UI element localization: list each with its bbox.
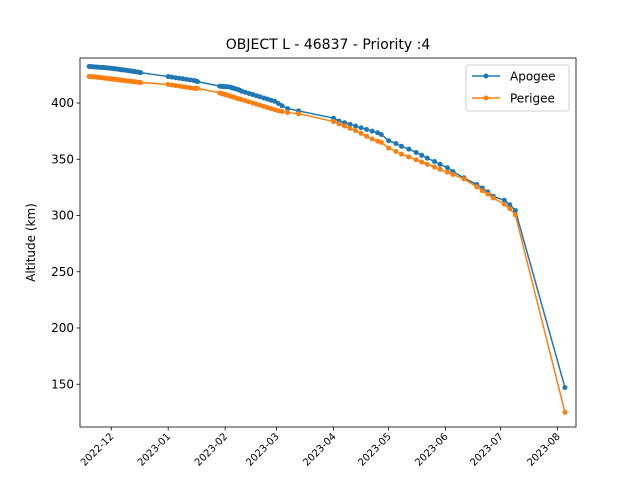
series-perigee <box>86 74 568 415</box>
data-point-perigee <box>331 119 337 125</box>
data-point-apogee <box>501 197 507 203</box>
data-point-apogee <box>413 150 419 155</box>
data-point-apogee <box>369 128 375 134</box>
chart-title: OBJECT L - 46837 - Priority :4 <box>226 37 431 53</box>
data-point-apogee <box>195 79 201 85</box>
data-point-perigee <box>474 184 480 190</box>
data-point-apogee <box>279 103 285 109</box>
data-point-perigee <box>347 125 353 131</box>
data-point-perigee <box>562 409 568 415</box>
data-point-apogee <box>275 101 281 107</box>
data-point-perigee <box>444 169 450 175</box>
data-point-perigee <box>285 110 291 116</box>
data-point-perigee <box>353 128 359 134</box>
data-point-perigee <box>173 83 179 89</box>
plot-frame <box>79 57 577 428</box>
y-tick-label: 150 <box>51 377 74 391</box>
data-point-perigee <box>450 171 456 177</box>
data-point-perigee <box>180 84 186 90</box>
data-point-perigee <box>512 212 518 218</box>
data-point-perigee <box>378 139 384 145</box>
data-point-perigee <box>424 161 430 167</box>
data-point-apogee <box>512 207 518 213</box>
data-point-apogee <box>138 70 144 76</box>
data-point-perigee <box>275 108 281 114</box>
legend-marker-perigee <box>483 95 489 101</box>
data-point-perigee <box>296 111 302 117</box>
data-point-perigee <box>336 121 342 127</box>
data-point-perigee <box>432 164 438 170</box>
y-tick-label: 200 <box>51 321 74 335</box>
data-point-apogee <box>184 76 190 82</box>
data-point-apogee <box>347 121 353 127</box>
data-point-apogee <box>173 75 179 81</box>
legend-label-apogee: Apogee <box>510 70 556 84</box>
data-point-apogee <box>562 385 568 391</box>
data-point-perigee <box>364 133 370 139</box>
data-point-apogee <box>386 138 392 144</box>
series-layer <box>86 63 568 415</box>
data-point-apogee <box>176 75 182 81</box>
data-point-apogee <box>169 74 175 80</box>
legend-marker-apogee <box>483 73 489 79</box>
data-point-perigee <box>195 85 201 91</box>
data-point-perigee <box>437 166 443 172</box>
data-point-apogee <box>444 165 450 171</box>
data-point-perigee <box>419 159 425 165</box>
data-point-apogee <box>165 74 171 80</box>
y-axis-label: Altitude (km) <box>24 203 38 282</box>
data-point-apogee <box>424 155 430 161</box>
data-point-perigee <box>358 130 364 136</box>
data-point-perigee <box>279 108 285 114</box>
data-point-perigee <box>176 83 182 89</box>
data-point-apogee <box>180 76 186 82</box>
data-point-perigee <box>393 148 399 154</box>
y-tick-label: 350 <box>51 152 74 166</box>
legend: Apogee Perigee <box>465 64 570 112</box>
data-point-apogee <box>272 98 278 104</box>
data-point-perigee <box>187 85 193 91</box>
data-point-apogee <box>432 159 438 164</box>
data-point-apogee <box>378 132 384 137</box>
data-point-perigee <box>501 201 507 207</box>
plot-area <box>79 57 577 428</box>
data-point-apogee <box>364 126 370 132</box>
legend-label-perigee: Perigee <box>510 92 555 106</box>
y-tick-label: 250 <box>51 265 74 279</box>
data-point-perigee <box>138 80 144 86</box>
data-point-perigee <box>406 154 412 160</box>
data-point-perigee <box>342 123 348 129</box>
data-point-apogee <box>187 77 193 83</box>
data-point-perigee <box>490 195 496 201</box>
data-point-apogee <box>419 152 425 158</box>
data-point-apogee <box>285 106 291 112</box>
data-point-apogee <box>393 141 399 146</box>
data-point-apogee <box>406 146 412 152</box>
data-point-apogee <box>353 123 359 129</box>
data-point-perigee <box>479 188 485 194</box>
data-point-perigee <box>461 176 467 182</box>
data-point-apogee <box>437 161 443 167</box>
data-point-perigee <box>398 151 404 157</box>
data-point-apogee <box>507 202 513 208</box>
data-point-perigee <box>369 136 375 142</box>
y-tick-label: 400 <box>51 96 74 110</box>
y-axis: 150 200 250 300 350 400 <box>51 96 80 391</box>
data-point-perigee <box>184 84 190 90</box>
data-point-perigee <box>386 145 392 151</box>
y-tick-label: 300 <box>51 209 74 223</box>
data-point-perigee <box>413 157 419 163</box>
data-point-perigee <box>165 81 171 87</box>
data-point-perigee <box>507 206 513 212</box>
data-point-apogee <box>398 143 404 149</box>
data-point-perigee <box>169 82 175 88</box>
data-point-apogee <box>358 125 364 131</box>
data-point-perigee <box>485 191 491 197</box>
